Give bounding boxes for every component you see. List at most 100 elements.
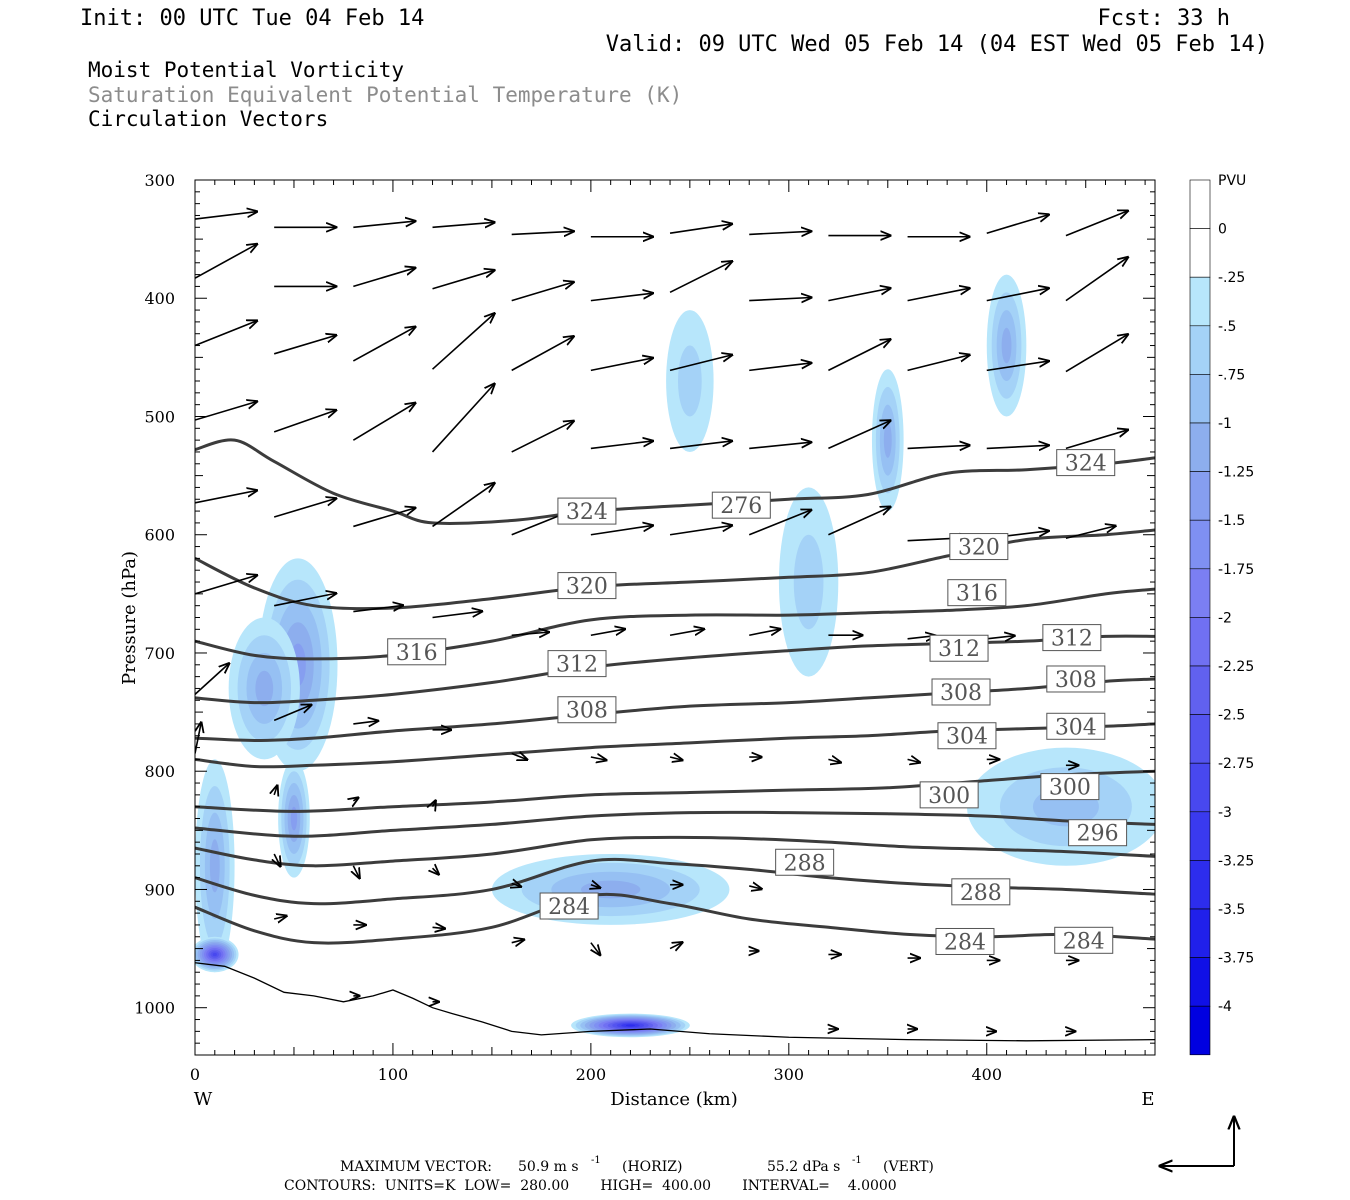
vector-64 <box>511 632 549 635</box>
vector-88 <box>353 865 359 878</box>
colorbar-bin-10 <box>1189 665 1211 715</box>
colorbar-label: -.5 <box>1218 319 1236 335</box>
max-vector-label: MAXIMUM VECTOR: <box>340 1159 492 1175</box>
contour-label-text: 320 <box>566 575 608 600</box>
vector-59 <box>1065 526 1116 540</box>
vector-37 <box>273 410 336 433</box>
contour-label-box <box>557 696 617 724</box>
vector-76 <box>590 757 607 760</box>
vector-93 <box>749 886 761 889</box>
colorbar-label: -2.5 <box>1218 708 1245 724</box>
contour-label-box <box>1040 773 1100 801</box>
contour-324 <box>195 438 1155 525</box>
x-axis-label: Distance (km) <box>610 1089 737 1110</box>
pv-shade-11-10 <box>212 952 217 957</box>
field-title-3: Circulation Vectors <box>88 107 328 131</box>
contour-label-box <box>1068 819 1128 847</box>
field-title-2: Saturation Equivalent Potential Temperat… <box>88 83 682 107</box>
x-tick-label: 200 <box>576 1065 607 1084</box>
east-label: E <box>1141 1089 1154 1110</box>
vector-33 <box>907 355 970 372</box>
contour-label-308-12: 308 <box>1046 665 1106 693</box>
colorbar-bin-4 <box>1189 374 1211 424</box>
vector-42 <box>669 441 732 450</box>
terrain <box>195 962 1155 1042</box>
colorbar-bin-15 <box>1189 908 1211 958</box>
vector-99 <box>669 942 682 948</box>
vector-22 <box>986 288 1049 302</box>
valid-time: Valid: 09 UTC Wed 05 Feb 14 (04 EST Wed … <box>606 32 1268 57</box>
contour-304 <box>195 722 1155 769</box>
contour-label-box <box>1054 926 1114 954</box>
colorbar-bin-13 <box>1189 811 1211 861</box>
colorbar-label: -1.75 <box>1218 562 1254 578</box>
contour-label-box <box>1046 712 1106 740</box>
contour-312 <box>195 634 1155 705</box>
contour-label-text: 308 <box>566 699 608 724</box>
contour-label-text: 300 <box>1049 776 1091 801</box>
vector-65 <box>590 629 625 637</box>
vector-12 <box>195 244 257 279</box>
contour-label-284-22: 284 <box>1054 926 1114 954</box>
contour-label-324-0: 324 <box>557 497 617 525</box>
contour-label-312-8: 312 <box>929 634 989 662</box>
colorbar-label: -1 <box>1218 416 1232 432</box>
contour-label-296-17: 296 <box>1068 819 1128 847</box>
contour-label-304-14: 304 <box>1046 712 1106 740</box>
contour-label-text: 312 <box>938 637 980 662</box>
pv-shade-7-3 <box>883 422 892 458</box>
vector-4 <box>511 231 574 234</box>
vector-35 <box>1065 334 1128 373</box>
vector-25 <box>273 335 336 355</box>
contour-label-box <box>929 634 989 662</box>
colorbar-label: -1.5 <box>1218 513 1245 529</box>
vector-55 <box>748 510 811 536</box>
colorbar-bin-8 <box>1189 568 1211 618</box>
vector-47 <box>1065 430 1128 450</box>
colorbar-bin-11 <box>1189 714 1211 764</box>
colorbar-bin-16 <box>1189 957 1211 1007</box>
contour-label-box <box>547 650 607 678</box>
vector-96 <box>432 927 445 928</box>
vector-21 <box>907 288 970 302</box>
contour-label-text: 316 <box>396 641 438 666</box>
vector-66 <box>669 629 704 637</box>
vector-86 <box>433 800 436 806</box>
vector-77 <box>669 757 682 760</box>
colorbar-bin-12 <box>1189 762 1211 813</box>
colorbar-bin-2 <box>1189 276 1211 327</box>
y-tick-label: 700 <box>144 644 175 663</box>
vector-32 <box>828 339 890 372</box>
contour-label-box <box>1056 449 1116 477</box>
contour-label-300-16: 300 <box>1040 773 1100 801</box>
contour-label-312-9: 312 <box>1042 624 1102 652</box>
x-axis: 0 100 200 300 400 <box>190 180 1146 1084</box>
vector-10 <box>986 215 1049 234</box>
vector-83 <box>195 722 201 754</box>
vector-71 <box>195 663 229 695</box>
vector-85 <box>353 798 358 801</box>
vector-43 <box>749 442 811 450</box>
vector-45 <box>907 445 970 448</box>
vector-44 <box>828 421 890 450</box>
pv-shade-5-12 <box>625 1024 636 1027</box>
colorbar-label: -2 <box>1218 610 1232 626</box>
contour-308 <box>195 677 1155 742</box>
contour-label-324-2: 324 <box>1056 449 1116 477</box>
vector-19 <box>749 298 811 301</box>
contour-label-text: 296 <box>1077 822 1119 847</box>
contours-info: CONTOURS: UNITS=K LOW= 280.00 HIGH= 400.… <box>284 1178 897 1194</box>
contour-label-308-11: 308 <box>931 678 991 706</box>
vector-53 <box>590 525 653 536</box>
terrain-line <box>195 962 1155 1042</box>
y-tick-label: 300 <box>144 171 175 190</box>
contour-label-box <box>951 878 1011 906</box>
contour-label-box <box>947 579 1007 607</box>
contour-label-text: 312 <box>1051 627 1093 652</box>
vector-17 <box>590 293 653 302</box>
colorbar-bin-6 <box>1189 471 1211 521</box>
vector-34 <box>986 361 1049 372</box>
colorbar-label: -1.25 <box>1218 465 1254 481</box>
x-tick-label: 0 <box>190 1065 200 1084</box>
